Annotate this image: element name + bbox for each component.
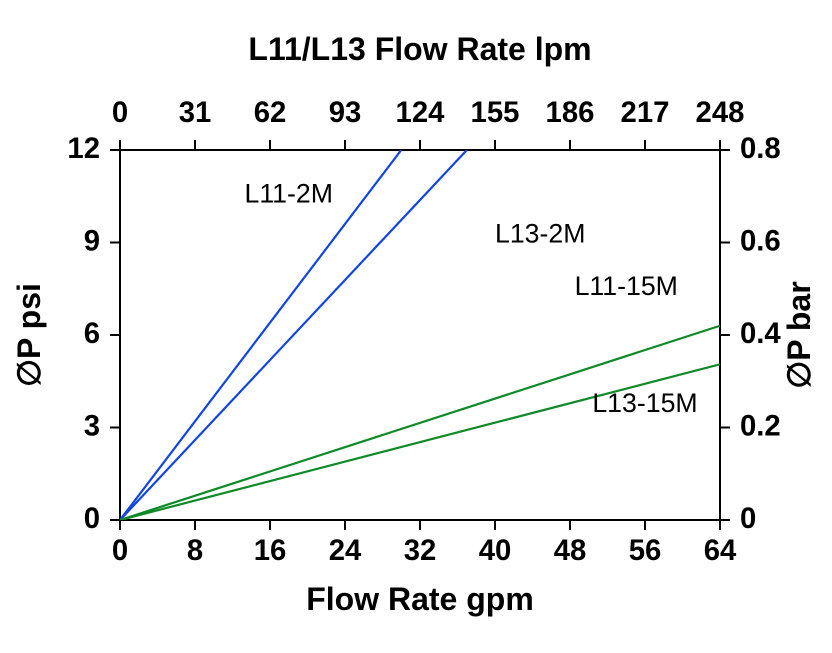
- tick-label-bottom: 64: [704, 534, 737, 567]
- tick-label-top: 124: [396, 96, 446, 129]
- tick-label-bottom: 56: [629, 534, 662, 567]
- tick-label-top: 155: [471, 96, 520, 129]
- series-label-l11-2m: L11-2M: [244, 178, 333, 208]
- tick-label-bottom: 8: [187, 534, 203, 567]
- tick-label-top: 62: [254, 96, 287, 129]
- tick-label-bottom: 32: [404, 534, 437, 567]
- tick-label-right: 0.6: [740, 225, 781, 258]
- tick-label-top: 217: [621, 96, 670, 129]
- tick-label-left: 9: [84, 225, 100, 258]
- tick-label-top: 31: [179, 96, 212, 129]
- tick-label-top: 0: [112, 96, 128, 129]
- top-axis-title: L11/L13 Flow Rate lpm: [248, 31, 591, 67]
- y-right-axis-label: ∅P bar: [781, 281, 817, 388]
- series-group: [120, 150, 720, 520]
- tick-label-bottom: 48: [554, 534, 587, 567]
- tick-label-bottom: 40: [479, 534, 512, 567]
- tick-label-right: 0.2: [740, 410, 781, 443]
- tick-label-left: 0: [84, 502, 100, 535]
- tick-label-bottom: 16: [254, 534, 287, 567]
- tick-label-bottom: 0: [112, 534, 128, 567]
- tick-label-top: 248: [696, 96, 745, 129]
- tick-label-bottom: 24: [329, 534, 362, 567]
- tick-label-right: 0.8: [740, 132, 781, 165]
- tick-label-left: 6: [84, 317, 100, 350]
- series-label-l11-15m: L11-15M: [575, 271, 678, 301]
- x-axis-label: Flow Rate gpm: [306, 581, 534, 617]
- series-label-l13-15m: L13-15M: [592, 388, 697, 418]
- pressure-flow-chart: L11/L13 Flow Rate lpm0316293124155186217…: [0, 0, 832, 648]
- tick-label-right: 0.4: [740, 317, 781, 350]
- tick-label-top: 93: [329, 96, 362, 129]
- tick-label-right: 0: [740, 502, 756, 535]
- y-left-axis-label: ∅P psi: [11, 283, 47, 387]
- chart-container: L11/L13 Flow Rate lpm0316293124155186217…: [0, 0, 832, 648]
- tick-label-left: 12: [67, 132, 100, 165]
- series-label-l13-2m: L13-2M: [495, 219, 586, 249]
- tick-label-left: 3: [84, 410, 100, 443]
- tick-label-top: 186: [546, 96, 595, 129]
